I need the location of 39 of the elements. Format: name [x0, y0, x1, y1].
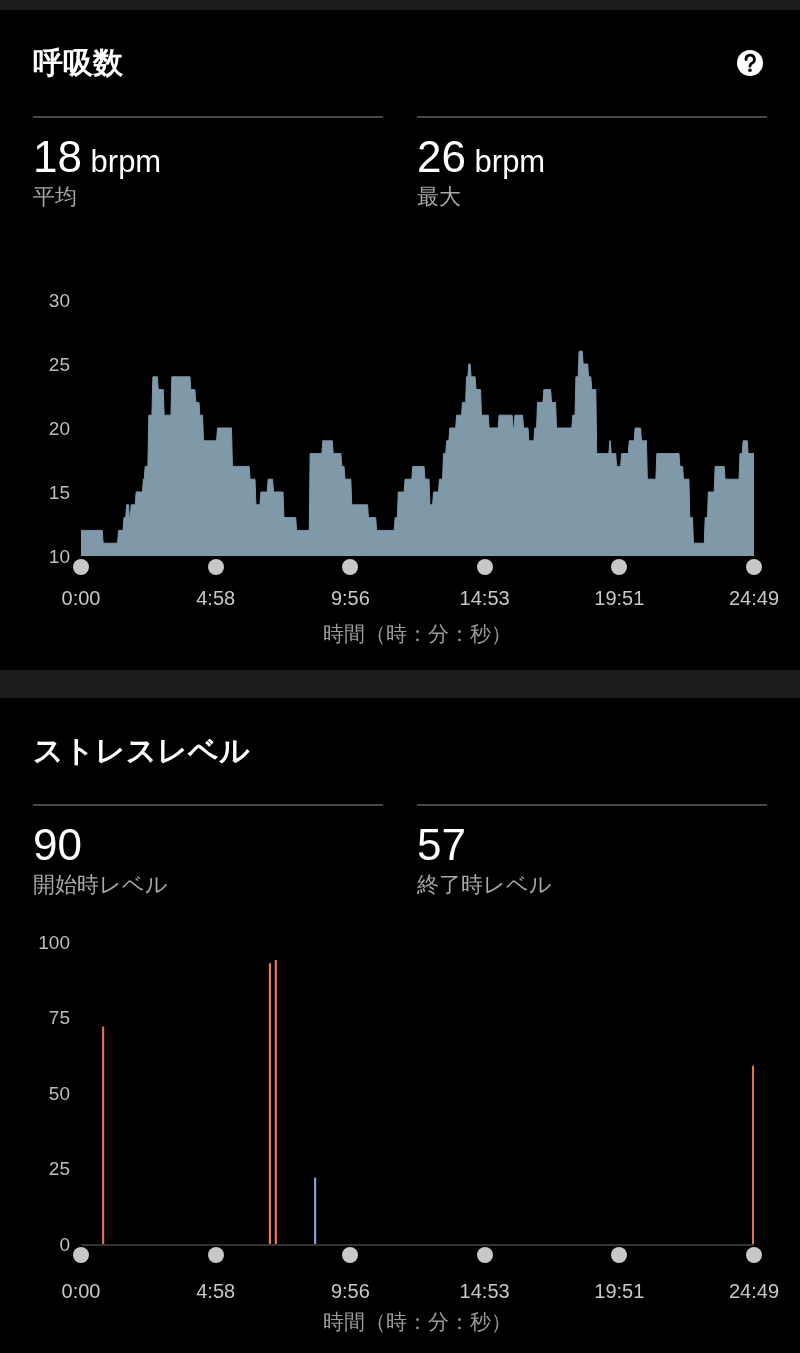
y-tick-label: 100	[38, 931, 70, 953]
y-tick-label: 20	[48, 417, 70, 439]
x-tick-label: 9:56	[330, 587, 370, 609]
y-tick-label: 0	[59, 1233, 70, 1255]
y-tick-label: 10	[48, 545, 70, 567]
bar	[268, 963, 271, 1244]
x-axis-title: 時間（時：分：秒）	[321, 621, 513, 647]
x-tick-label: 4:58	[196, 1280, 236, 1302]
y-tick-label: 50	[48, 1082, 70, 1104]
y-tick-label: 30	[48, 289, 70, 311]
x-tick-label: 0:00	[61, 1280, 101, 1302]
y-tick-label: 15	[48, 481, 70, 503]
y-tick-label: 75	[48, 1007, 70, 1029]
bar	[274, 960, 277, 1244]
chart-title: 呼吸数	[33, 45, 123, 81]
bar	[314, 1177, 317, 1244]
x-tick-label: 24:49	[728, 587, 780, 609]
text: 57	[417, 820, 466, 869]
x-tick-label: 9:56	[330, 1280, 370, 1302]
x-tick-label: 14:53	[459, 1280, 510, 1302]
text: 最大	[417, 183, 461, 211]
y-tick-label: 25	[48, 353, 70, 375]
text: 平均	[33, 183, 77, 211]
text: 終了時レベル	[417, 871, 552, 899]
bar	[102, 1026, 105, 1244]
x-tick-label: 19:51	[594, 587, 645, 609]
text: 開始時レベル	[33, 871, 168, 899]
x-axis-title: 時間（時：分：秒）	[321, 1309, 513, 1335]
x-tick-label: 0:00	[61, 587, 101, 609]
x-tick-label: 24:49	[728, 1280, 780, 1302]
text: 90	[33, 820, 82, 869]
x-tick-label: 19:51	[594, 1280, 645, 1302]
x-tick-label: 4:58	[196, 587, 236, 609]
chart-title: ストレスレベル	[33, 733, 250, 769]
bar	[752, 1065, 754, 1244]
text: 18 brpm	[33, 132, 162, 181]
x-tick-label: 14:53	[459, 587, 510, 609]
y-tick-label: 25	[48, 1158, 70, 1180]
text: 26 brpm	[417, 132, 546, 181]
